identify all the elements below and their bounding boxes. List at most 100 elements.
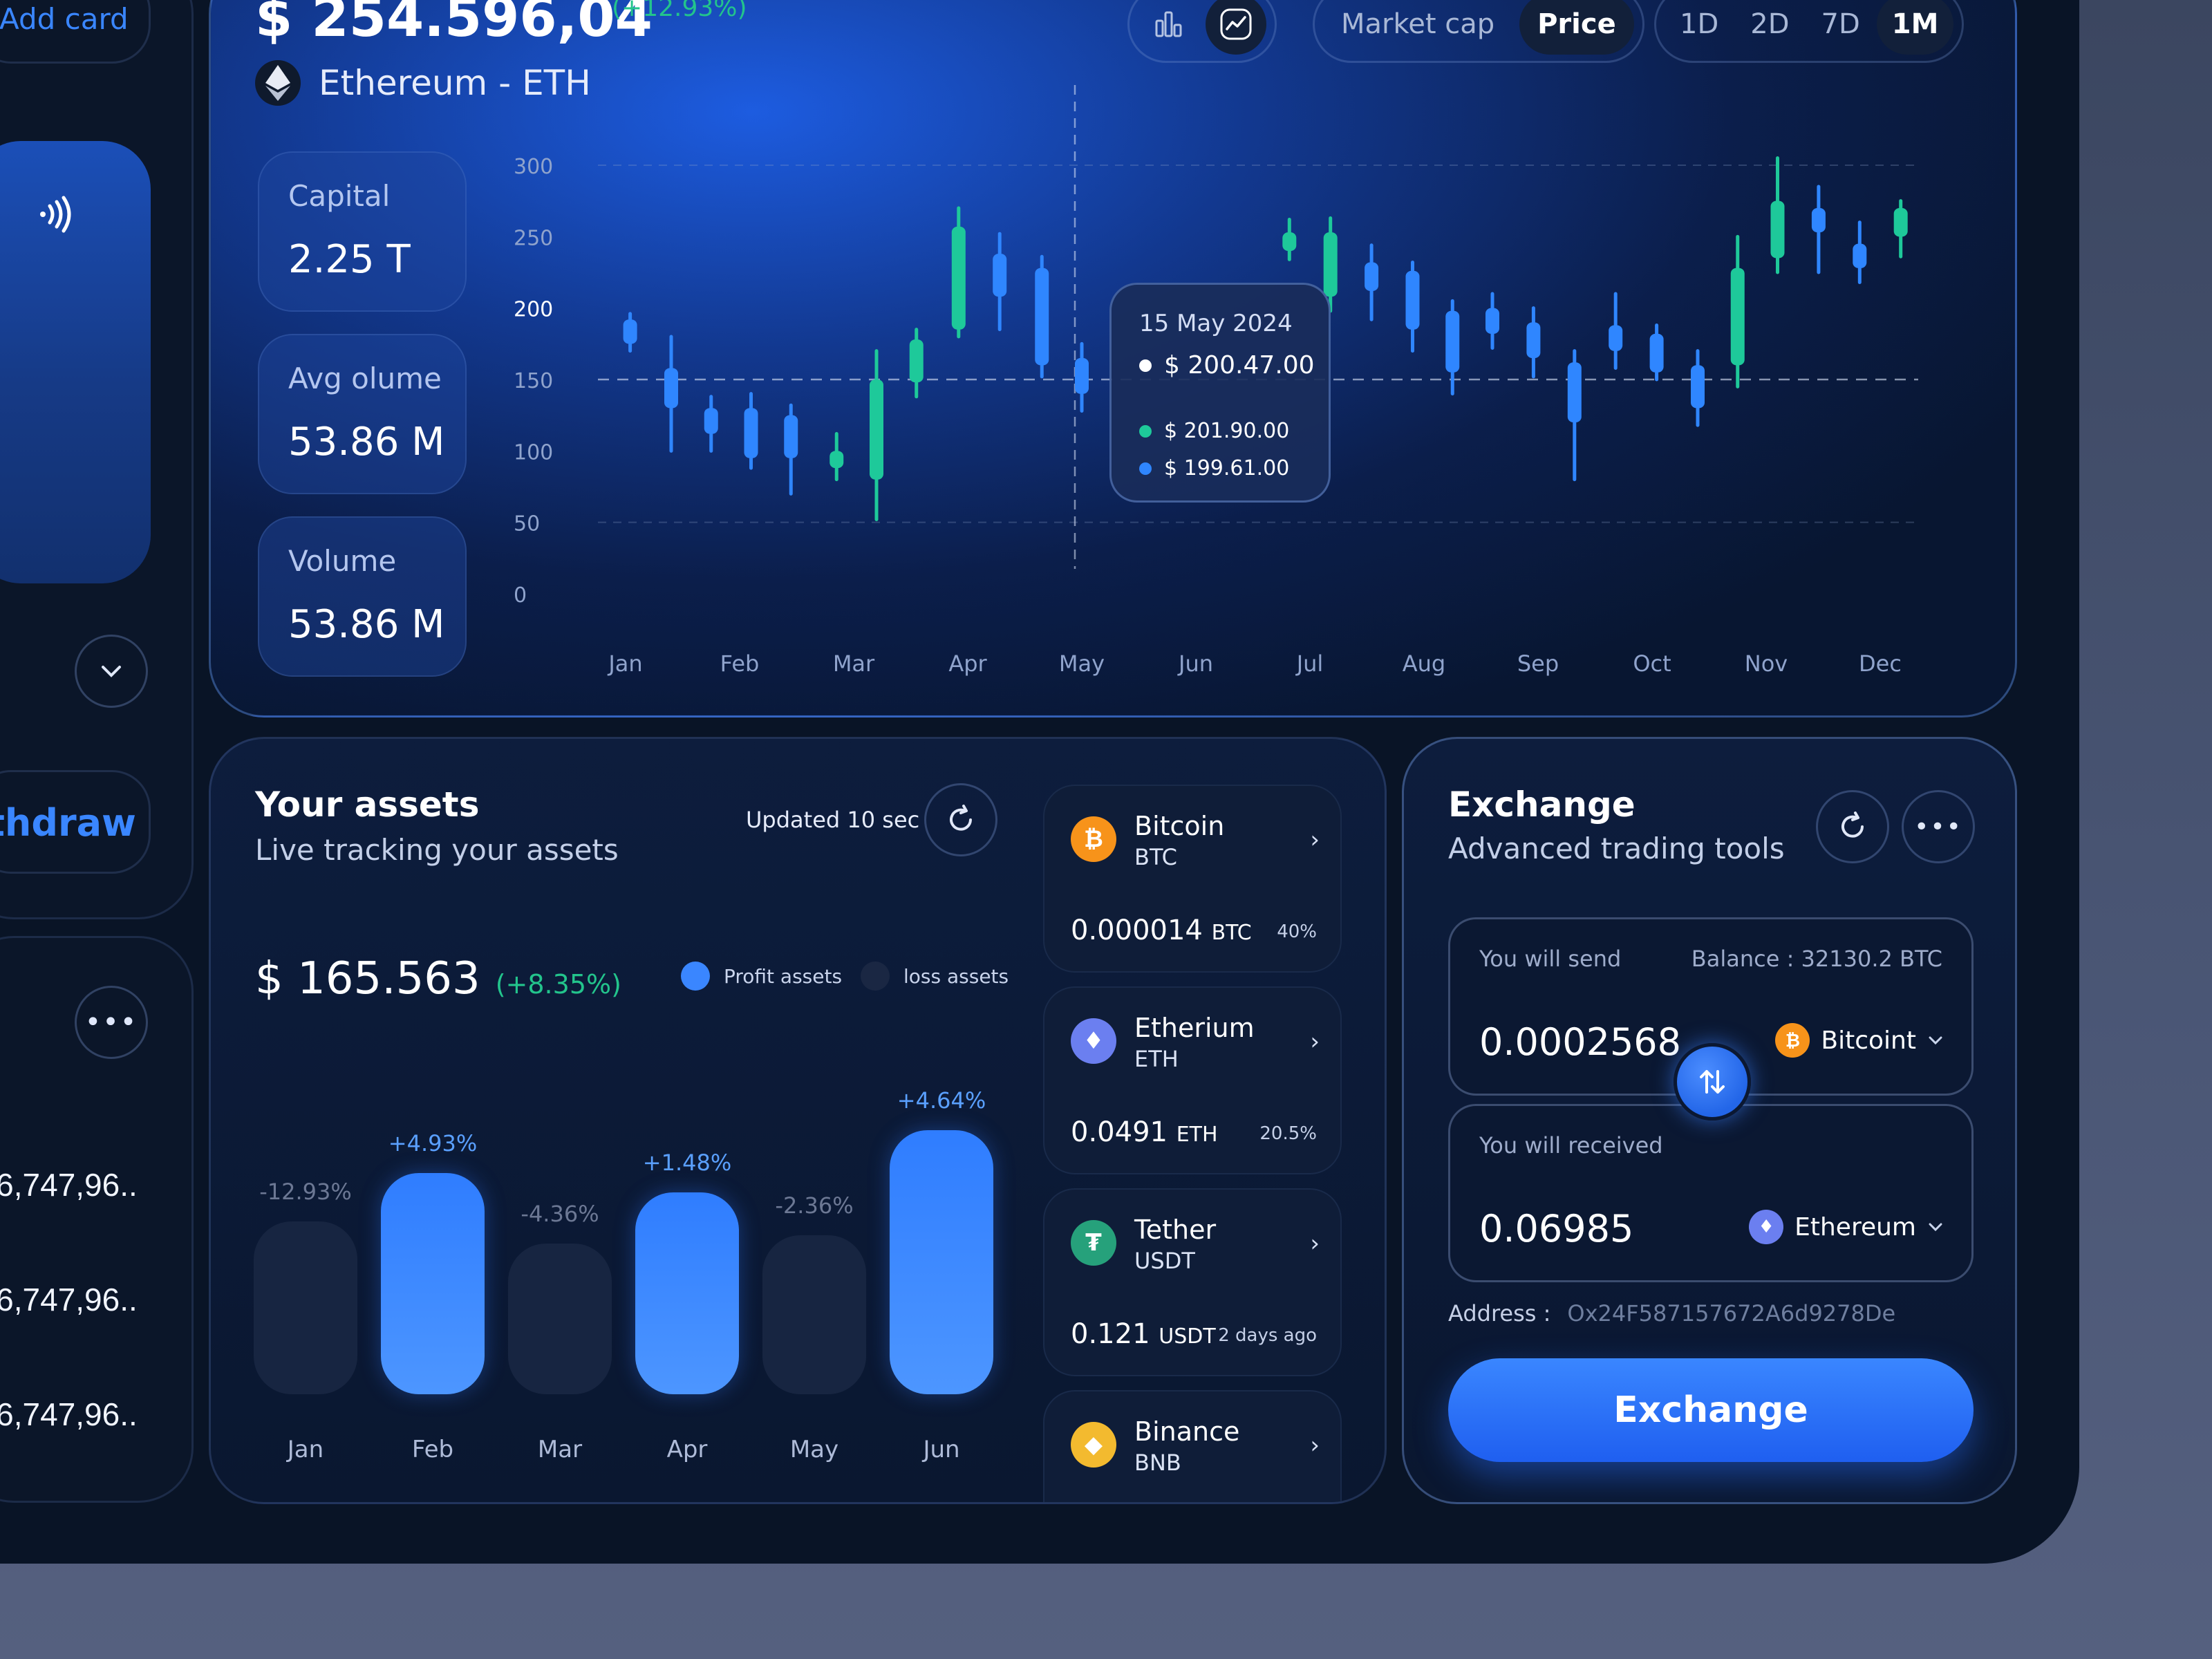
tooltip-price-row: $ 200.47.00 — [1139, 351, 1315, 379]
legend-loss-label: loss assets — [903, 964, 1009, 988]
swap-button[interactable] — [1674, 1043, 1751, 1121]
add-card-button[interactable]: Add card — [0, 0, 151, 64]
coin-card-btc[interactable]: ₿ Bitcoin BTC › 0.000014 BTC 40% — [1043, 785, 1342, 973]
coin-amount: 0.121 USDT — [1071, 1318, 1216, 1350]
candle-body — [1609, 325, 1623, 351]
candlestick-chart[interactable]: 300 250 200 150 100 50 0 Jan Feb Mar Apr May Jun Jul A… — [211, 0, 2017, 718]
coin-unit: USDT — [1159, 1324, 1216, 1349]
metric-toggle: Market cap Price — [1313, 0, 1644, 63]
legend-loss: loss assets — [861, 962, 1009, 991]
chevron-right-icon[interactable]: › — [1310, 1230, 1320, 1257]
tooltip-high: $ 201.90.00 — [1164, 419, 1290, 443]
send-currency-select[interactable]: ₿ Bitcoint — [1775, 1023, 1944, 1058]
address-value[interactable]: Ox24F587157672A6d9278De — [1567, 1300, 1896, 1327]
coin-amount: 0.000014 BTC — [1071, 915, 1252, 946]
coin-card-usdt[interactable]: ₮ Tether USDT › 0.121 USDT 2 days ago — [1043, 1188, 1342, 1376]
range-2d[interactable]: 2D — [1750, 8, 1790, 40]
loss-bar[interactable] — [254, 1221, 357, 1394]
tooltip-down-dot — [1139, 462, 1152, 475]
loss-bar[interactable] — [508, 1244, 612, 1394]
bar-percent-label: -4.36% — [521, 1201, 599, 1227]
profit-bar[interactable] — [381, 1173, 485, 1394]
coin-meta: 2 days ago — [1218, 1325, 1317, 1346]
x-tick-label: Jun — [1177, 650, 1213, 677]
refresh-exchange-button[interactable] — [1816, 790, 1889, 863]
stat-value: 53.86 M — [288, 420, 445, 465]
price-tooltip: 15 May 2024 $ 200.47.00 $ 201.90.00 $ 19… — [1109, 283, 1331, 503]
range-1d[interactable]: 1D — [1680, 8, 1719, 40]
y-tick-label: 300 — [514, 155, 553, 179]
chart-type-line[interactable] — [1206, 0, 1266, 55]
receive-currency-select[interactable]: ♦ Ethereum — [1749, 1210, 1944, 1244]
metric-market-cap[interactable]: Market cap — [1341, 8, 1495, 40]
assets-total-row: $ 165.563 (+8.35%) — [255, 953, 621, 1004]
x-tick-label: May — [1059, 650, 1105, 677]
chevron-right-icon[interactable]: › — [1310, 1028, 1320, 1056]
candle-body — [909, 339, 924, 383]
tooltip-high-row: $ 201.90.00 — [1139, 419, 1289, 443]
line-chart-icon — [1220, 8, 1252, 40]
bar-month-label: Feb — [411, 1436, 454, 1463]
stat-capital: Capital 2.25 T — [258, 151, 467, 312]
coin-meta: 40% — [1277, 921, 1317, 942]
candle-body — [1730, 268, 1745, 366]
coin-symbol: BTC — [1134, 844, 1177, 870]
ethereum-icon: ♦ — [1749, 1210, 1784, 1244]
bar-chart-icon — [1155, 11, 1182, 37]
bar-month-label: Apr — [666, 1436, 708, 1463]
legend-loss-swatch — [861, 962, 890, 991]
binance-icon: ◆ — [1071, 1422, 1116, 1468]
exchange-button[interactable]: Exchange — [1448, 1358, 1974, 1462]
asset-name: Ethereum - ETH — [319, 63, 591, 103]
coin-card-bnb[interactable]: ◆ Binance BNB › — [1043, 1390, 1342, 1502]
coin-card-eth[interactable]: ♦ Etherium ETH › 0.0491 ETH 20.5% — [1043, 986, 1342, 1174]
assets-total-change: (+8.35%) — [495, 969, 621, 1000]
candle-body — [744, 408, 758, 458]
candle-body — [704, 408, 718, 434]
tooltip-dot — [1139, 359, 1152, 372]
candle-body — [1691, 365, 1705, 409]
x-tick-label: Mar — [833, 650, 875, 677]
balance-label: Balance : 32130.2 BTC — [1691, 946, 1942, 972]
stat-value: 53.86 M — [288, 602, 445, 647]
chevron-down-icon — [102, 666, 121, 677]
refresh-assets-button[interactable] — [924, 783, 997, 856]
bar-percent-label: +4.93% — [388, 1130, 478, 1156]
metric-price[interactable]: Price — [1519, 0, 1634, 55]
send-amount-input[interactable]: 0.0002568 — [1479, 1020, 1682, 1064]
payment-card[interactable] — [0, 141, 151, 583]
exchange-title: Exchange — [1448, 785, 1635, 825]
coin-unit: ETH — [1176, 1123, 1218, 1147]
x-tick-label: Apr — [948, 650, 987, 677]
legend-profit-label: Profit assets — [724, 964, 843, 988]
range-7d[interactable]: 7D — [1821, 8, 1860, 40]
loss-bar[interactable] — [762, 1235, 866, 1394]
withdraw-label: Withdraw — [0, 801, 136, 845]
candle-body — [1770, 200, 1785, 259]
profit-bar[interactable] — [890, 1130, 993, 1394]
chart-type-bar[interactable] — [1138, 0, 1199, 55]
x-tick-label: Jan — [607, 650, 642, 677]
receive-amount-input[interactable]: 0.06985 — [1479, 1207, 1634, 1250]
x-tick-label: Feb — [720, 650, 760, 677]
address-row: Address : Ox24F587157672A6d9278De — [1448, 1300, 1895, 1327]
send-currency-label: Bitcoint — [1821, 1026, 1916, 1055]
chevron-right-icon[interactable]: › — [1310, 1432, 1320, 1459]
candle-body — [993, 254, 1007, 297]
bar-percent-label: -12.93% — [259, 1179, 352, 1205]
more-options-button[interactable]: ••• — [75, 986, 148, 1059]
profit-bar[interactable] — [635, 1192, 739, 1394]
candle-body — [830, 451, 844, 469]
receive-currency-label: Ethereum — [1794, 1212, 1916, 1241]
chevron-right-icon[interactable]: › — [1310, 826, 1320, 854]
bar-month-label: Jan — [287, 1436, 324, 1463]
range-1m[interactable]: 1M — [1876, 0, 1954, 55]
app-window: Add card Withdraw $36,747,96.. $36,747,9… — [0, 0, 2079, 1564]
expand-button[interactable] — [75, 635, 148, 708]
exchange-more-button[interactable]: ••• — [1902, 790, 1975, 863]
y-tick-label: 150 — [514, 369, 553, 393]
withdraw-button[interactable]: Withdraw — [0, 770, 151, 874]
candle-body — [1811, 208, 1826, 233]
candle-body — [1853, 243, 1867, 268]
send-label: You will send — [1479, 946, 1622, 972]
